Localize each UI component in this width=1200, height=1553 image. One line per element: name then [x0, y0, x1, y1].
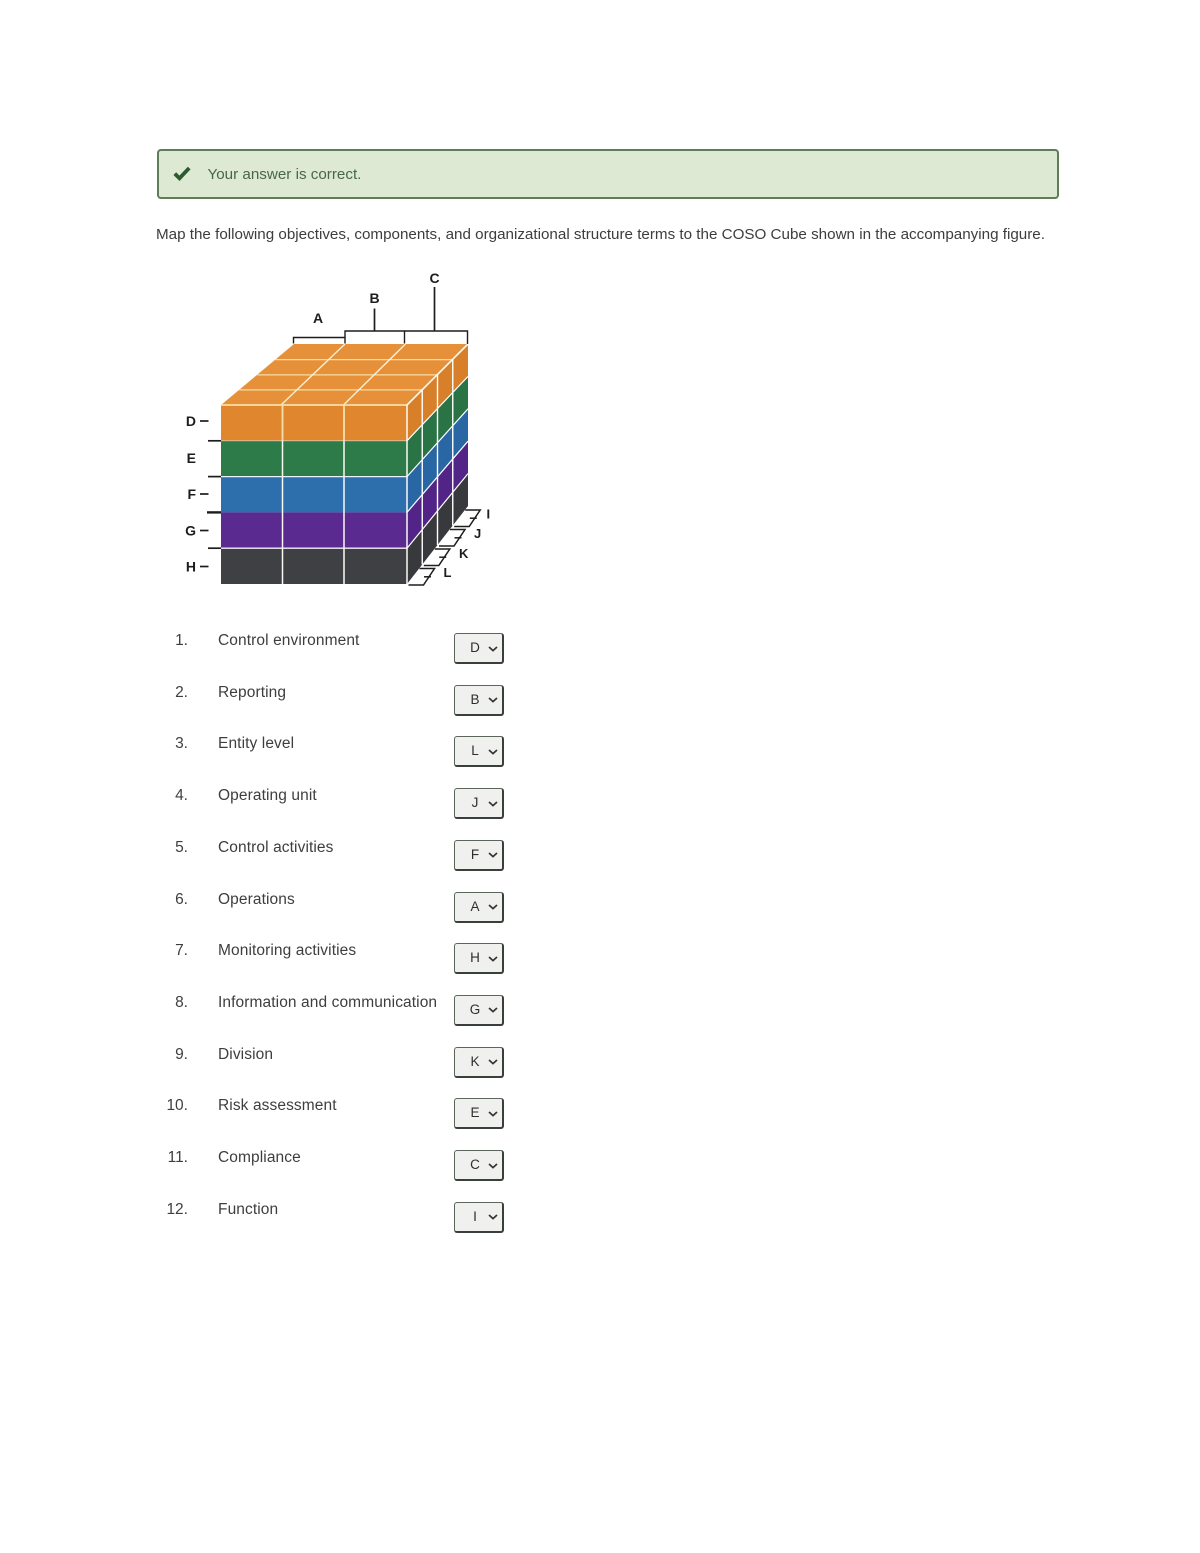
svg-text:E: E — [187, 450, 196, 466]
svg-text:A: A — [313, 310, 323, 326]
svg-text:G: G — [185, 523, 196, 539]
svg-text:C: C — [429, 270, 439, 286]
svg-text:F: F — [187, 486, 196, 502]
svg-text:J: J — [474, 526, 481, 541]
svg-text:I: I — [487, 507, 491, 522]
svg-text:D: D — [186, 413, 196, 429]
svg-text:L: L — [444, 565, 452, 580]
svg-text:K: K — [459, 546, 469, 561]
svg-text:H: H — [186, 559, 196, 575]
svg-text:B: B — [369, 290, 379, 306]
